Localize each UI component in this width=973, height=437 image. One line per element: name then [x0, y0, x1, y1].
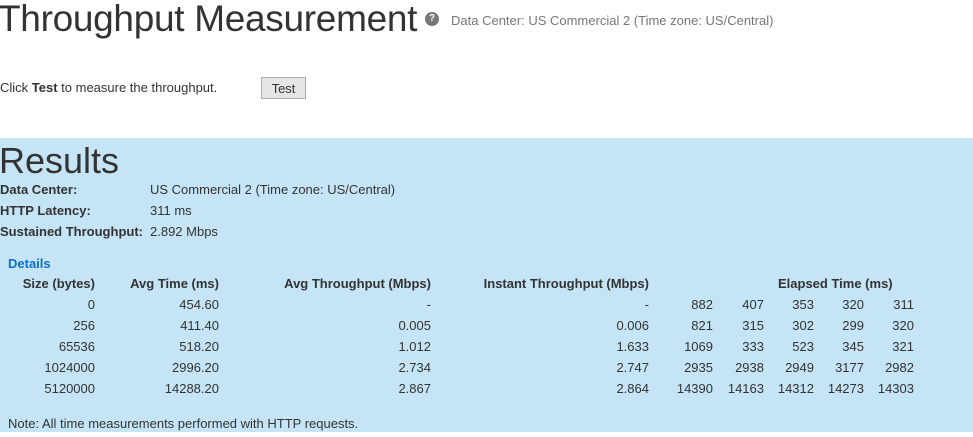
- elapsed-cell: 315: [742, 318, 764, 333]
- column-header: Avg Time (ms): [130, 276, 219, 291]
- summary-label: Data Center:: [0, 182, 78, 197]
- data-center-subtitle: Data Center: US Commercial 2 (Time zone:…: [451, 13, 774, 28]
- instructions: Click Test to measure the throughput.: [0, 80, 217, 95]
- summary-value: US Commercial 2 (Time zone: US/Central): [150, 182, 396, 197]
- table-cell: 256: [73, 318, 95, 333]
- elapsed-cell: 3177: [835, 360, 864, 375]
- table-cell: 14288.20: [164, 381, 219, 396]
- elapsed-cell: 320: [892, 318, 914, 333]
- table-cell: 411.40: [180, 318, 219, 333]
- table-cell: 1024000: [44, 360, 95, 375]
- column-header: Size (bytes): [22, 276, 95, 291]
- table-cell: 2996.20: [172, 360, 219, 375]
- elapsed-cell: 14163: [727, 381, 764, 396]
- elapsed-cell: 2949: [785, 360, 814, 375]
- summary-label: HTTP Latency:: [0, 203, 91, 218]
- elapsed-cell: 311: [893, 297, 914, 312]
- elapsed-cell: 14273: [827, 381, 864, 396]
- table-cell: 2.747: [616, 360, 649, 375]
- summary-label: Sustained Throughput:: [0, 224, 143, 239]
- table-cell: 1.633: [616, 339, 649, 354]
- table-cell: 0.005: [398, 318, 431, 333]
- table-cell: -: [426, 297, 431, 312]
- details-link[interactable]: Details: [8, 256, 51, 271]
- table-cell: 0: [87, 297, 95, 312]
- question-circle-icon[interactable]: ?: [425, 12, 439, 26]
- table-cell: 454.60: [179, 297, 219, 312]
- elapsed-cell: 882: [691, 297, 713, 312]
- elapsed-cell: 2938: [735, 360, 764, 375]
- elapsed-cell: 345: [842, 339, 864, 354]
- instr-prefix: Click: [0, 80, 32, 95]
- elapsed-cell: 821: [691, 318, 713, 333]
- summary-value: 311 ms: [150, 203, 192, 218]
- elapsed-cell: 302: [792, 318, 814, 333]
- instr-bold: Test: [31, 80, 58, 95]
- elapsed-cell: 14303: [877, 381, 914, 396]
- note: Note: All time measurements performed wi…: [8, 416, 359, 431]
- table-cell: 0.006: [616, 318, 649, 333]
- elapsed-cell: 333: [742, 339, 764, 354]
- instr-suffix: to measure the throughput.: [57, 80, 218, 95]
- column-header: Avg Throughput (Mbps): [284, 276, 431, 291]
- table-cell: 2.734: [398, 360, 431, 375]
- elapsed-cell: 14390: [676, 381, 713, 396]
- elapsed-cell: 299: [842, 318, 864, 333]
- table-cell: -: [644, 297, 649, 312]
- table-cell: 65536: [58, 339, 95, 354]
- table-cell: 2.867: [398, 381, 431, 396]
- elapsed-cell: 407: [742, 297, 764, 312]
- elapsed-cell: 1069: [684, 339, 713, 354]
- table-cell: 5120000: [44, 381, 95, 396]
- table-cell: 518.20: [179, 339, 219, 354]
- elapsed-cell: 14312: [777, 381, 814, 396]
- page-title: Throughput Measurement: [0, 0, 418, 39]
- column-header: Elapsed Time (ms): [778, 276, 893, 291]
- results-panel: Results Data Center: US Commercial 2 (Ti…: [0, 138, 973, 432]
- test-button[interactable]: Test: [261, 77, 306, 99]
- elapsed-cell: 2982: [885, 360, 914, 375]
- elapsed-cell: 2935: [684, 360, 713, 375]
- column-header: Instant Throughput (Mbps): [483, 276, 649, 291]
- elapsed-cell: 320: [842, 297, 864, 312]
- table-cell: 2.864: [616, 381, 649, 396]
- elapsed-cell: 353: [792, 297, 814, 312]
- table-cell: 1.012: [398, 339, 431, 354]
- elapsed-cell: 321: [892, 339, 914, 354]
- summary-value: 2.892 Mbps: [150, 224, 218, 239]
- results-title: Results: [0, 140, 120, 181]
- elapsed-cell: 523: [792, 339, 814, 354]
